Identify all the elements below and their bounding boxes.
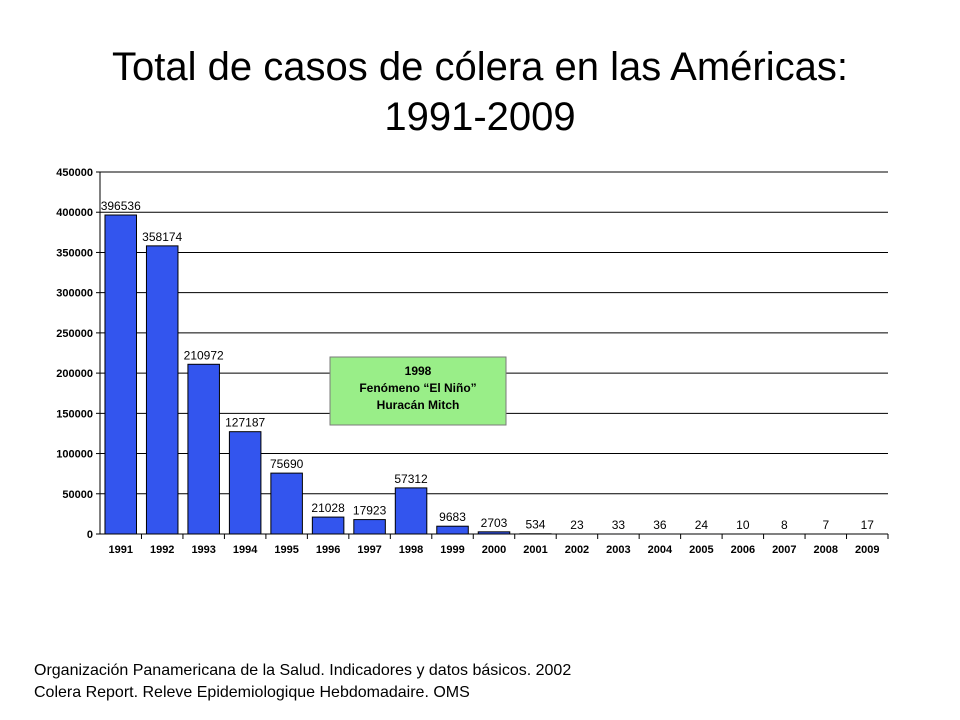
annotation-line: 1998: [405, 364, 432, 378]
data-label: 21028: [311, 501, 345, 515]
annotation-line: Fenómeno “El Niño”: [359, 381, 476, 395]
x-tick-label: 1992: [150, 544, 174, 556]
bar: [187, 363, 220, 535]
x-tick-label: 2009: [855, 544, 879, 556]
annotation-line: Huracán Mitch: [377, 398, 460, 412]
data-label: 17923: [353, 504, 387, 518]
y-tick-label: 350000: [56, 247, 93, 259]
x-tick-label: 1991: [108, 544, 132, 556]
chart-title-line-1: Total de casos de cólera en las Américas…: [112, 45, 848, 89]
bar: [270, 472, 303, 535]
y-tick-label: 450000: [56, 167, 93, 179]
y-tick-label: 50000: [62, 489, 93, 501]
x-tick-label: 1996: [316, 544, 340, 556]
bar: [436, 525, 469, 535]
data-label: 127187: [225, 416, 265, 430]
source-line-1: Organización Panamericana de la Salud. I…: [34, 662, 572, 679]
bar: [104, 214, 137, 535]
data-label: 23: [570, 518, 584, 532]
y-tick-label: 100000: [56, 449, 93, 461]
x-tick-label: 2003: [606, 544, 630, 556]
chart-title-line-2: 1991-2009: [384, 95, 576, 139]
y-tick-label: 250000: [56, 328, 93, 340]
bar: [353, 519, 386, 535]
x-tick-label: 2007: [772, 544, 796, 556]
data-label: 534: [525, 518, 545, 532]
data-label: 7: [822, 518, 829, 532]
data-label: 75690: [270, 457, 304, 471]
bar: [311, 516, 345, 535]
x-tick-label: 1998: [399, 544, 423, 556]
x-tick-label: 1993: [191, 544, 215, 556]
x-tick-label: 2008: [814, 544, 838, 556]
data-label: 8: [781, 518, 788, 532]
y-tick-label: 300000: [56, 288, 93, 300]
data-label: 2703: [481, 516, 508, 530]
x-tick-label: 1997: [357, 544, 381, 556]
data-label: 358174: [142, 230, 182, 244]
x-tick-label: 2002: [565, 544, 589, 556]
data-label: 9683: [439, 510, 466, 524]
source-note: Organización Panamericana de la Salud. I…: [34, 660, 571, 704]
source-line-2: Colera Report. Releve Epidemiologique He…: [34, 684, 470, 701]
bar: [145, 245, 179, 535]
x-tick-label: 1995: [274, 544, 298, 556]
data-label: 57312: [394, 472, 428, 486]
y-tick-label: 150000: [56, 408, 93, 420]
bar: [394, 487, 428, 535]
annotation-box: [329, 356, 507, 426]
bar: [228, 431, 262, 535]
bar: [477, 531, 511, 535]
data-label: 210972: [184, 348, 224, 362]
x-tick-label: 2004: [648, 544, 673, 556]
bar-chart: 0 50000 100000 150000 200000 250000 300000 3500…: [56, 167, 889, 556]
x-tick-label: 2006: [731, 544, 755, 556]
y-tick-label: 200000: [56, 368, 93, 380]
chart-title: Total de casos de cólera en las Américas…: [0, 42, 960, 142]
data-label: 17: [861, 518, 875, 532]
x-tick-label: 1994: [233, 544, 258, 556]
data-label: 10: [736, 518, 750, 532]
x-tick-label: 2001: [523, 544, 547, 556]
x-tick-label: 2000: [482, 544, 506, 556]
x-tick-label: 1999: [440, 544, 464, 556]
data-label: 24: [695, 518, 709, 532]
y-tick-label: 0: [87, 529, 93, 541]
data-label: 36: [653, 518, 667, 532]
data-label: 33: [612, 518, 626, 532]
y-tick-label: 400000: [56, 207, 93, 219]
data-label: 396536: [101, 199, 141, 213]
x-tick-label: 2005: [689, 544, 713, 556]
